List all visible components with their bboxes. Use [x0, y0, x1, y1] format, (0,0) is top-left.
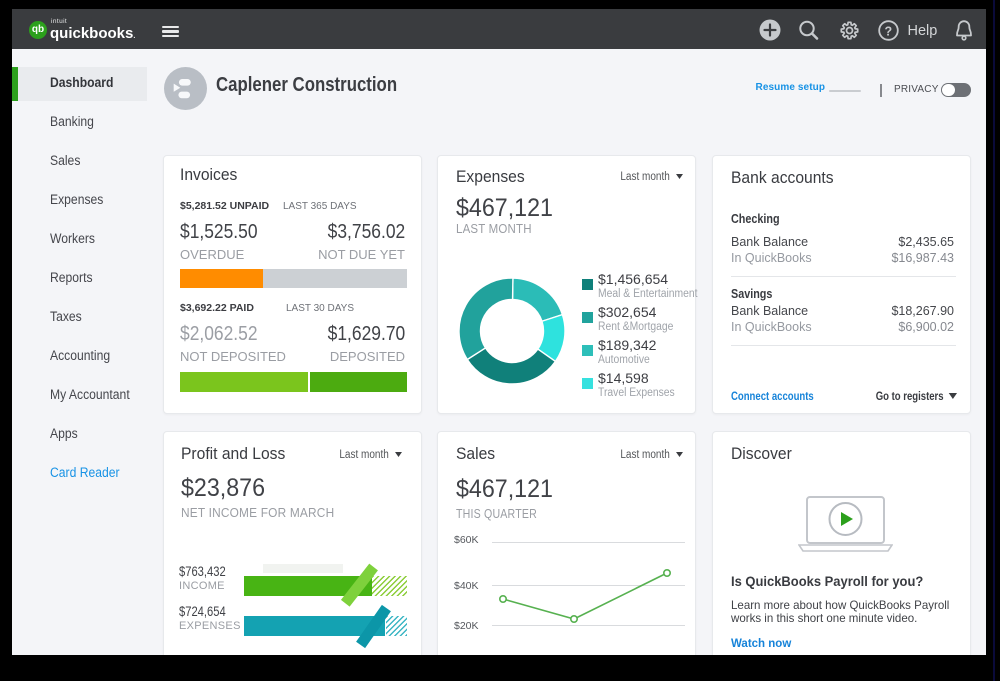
svg-text:?: ? — [885, 24, 893, 38]
svg-text:Help: Help — [908, 23, 938, 39]
